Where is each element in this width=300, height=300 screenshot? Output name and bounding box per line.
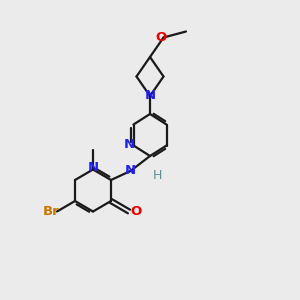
Text: N: N (144, 89, 156, 103)
Text: N: N (88, 160, 99, 174)
Text: N: N (123, 138, 135, 152)
Text: N: N (125, 164, 136, 178)
Text: O: O (155, 31, 166, 44)
Text: H: H (153, 169, 162, 182)
Text: O: O (130, 205, 141, 218)
Text: Br: Br (43, 205, 60, 218)
